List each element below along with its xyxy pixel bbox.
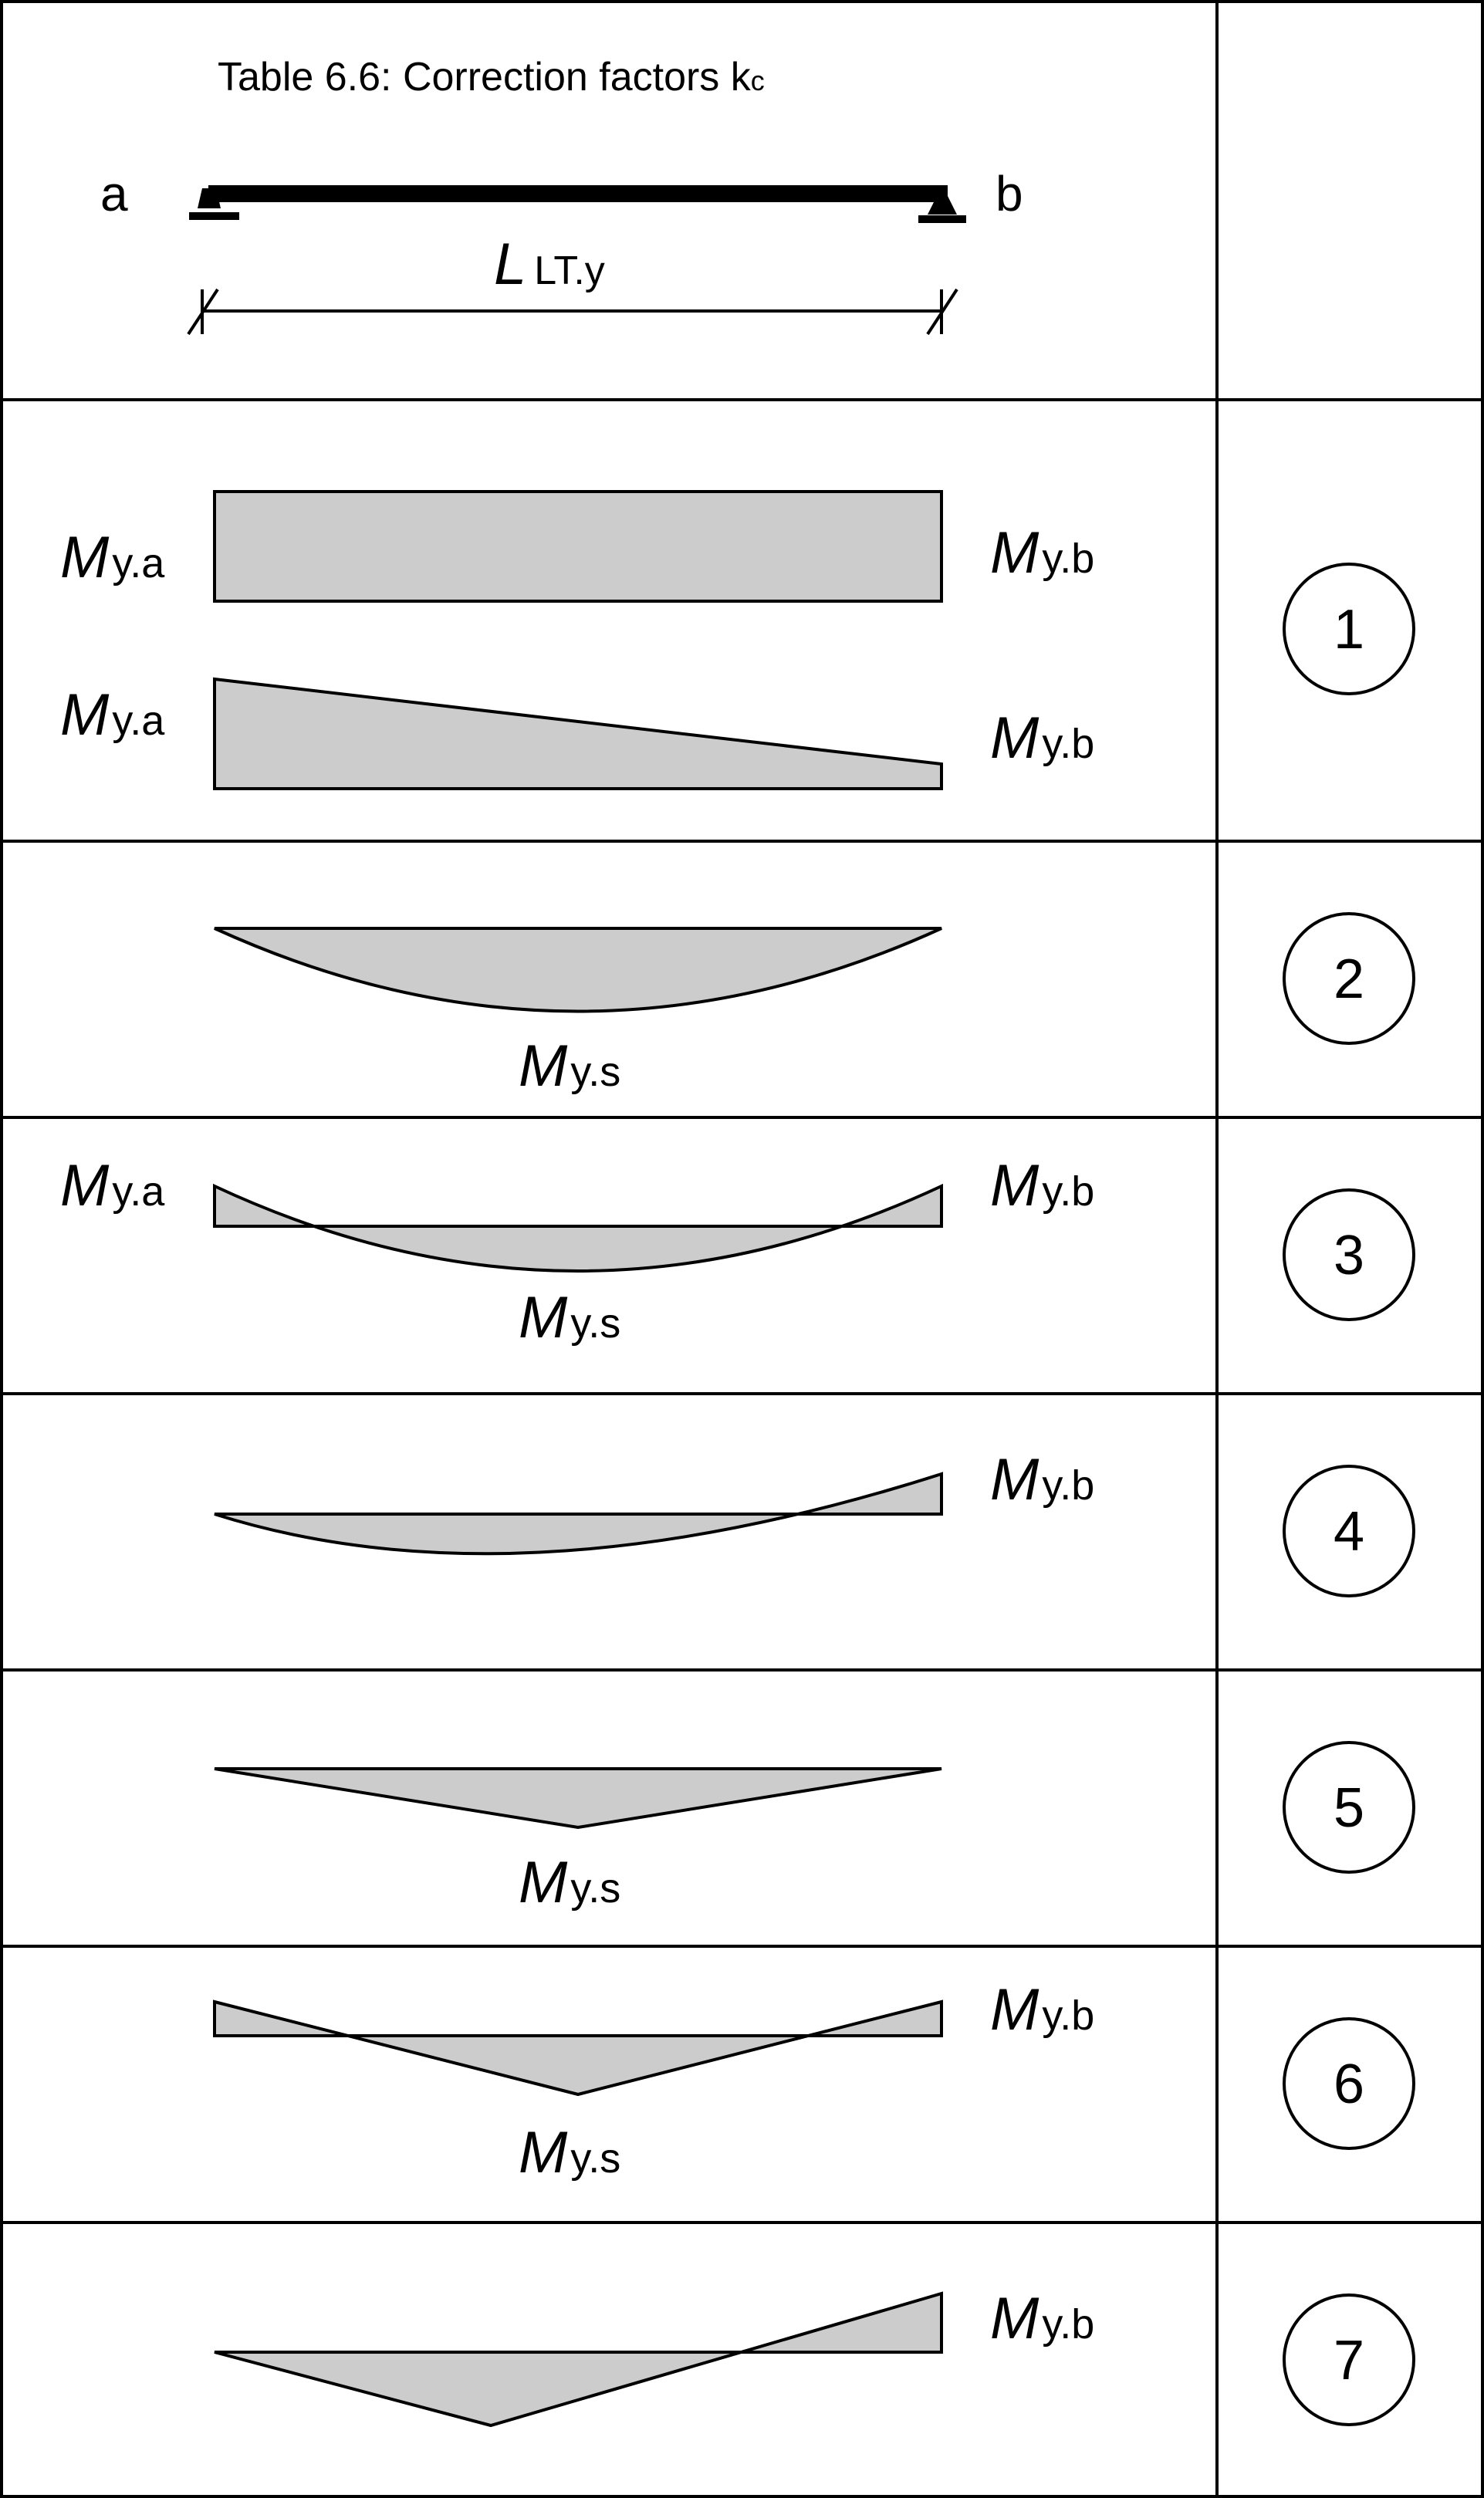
- end-a-label: a: [100, 166, 128, 221]
- moment-label-s: My.s: [519, 1285, 620, 1350]
- case-number: 6: [1334, 2053, 1364, 2115]
- case-4: My.b 4: [214, 1447, 1415, 1597]
- case-6: My.b My.s 6: [213, 1977, 1415, 2185]
- length-label: L LT.y: [494, 232, 605, 297]
- case-3: My.a My.b My.s 3: [60, 1153, 1415, 1350]
- linear-moment-diagram: [214, 2291, 943, 2428]
- moment-label-b: My.b: [990, 705, 1094, 771]
- case-number-circle: [1283, 1188, 1415, 1321]
- case-number-circle: [1283, 2017, 1415, 2150]
- moment-label-s: My.s: [519, 2120, 620, 2185]
- case-2: My.s 2: [214, 912, 1415, 1099]
- parabolic-moment-diagram: [214, 927, 942, 1013]
- case-number: 1: [1334, 599, 1364, 661]
- case-number-circle: [1283, 1741, 1415, 1874]
- case-1: My.a My.b My.a My.b 1: [60, 490, 1415, 790]
- table-title: Table 6.6: Correction factors kc: [218, 55, 765, 100]
- roller-support-b: [928, 185, 957, 215]
- combined-moment-diagram: [213, 1999, 943, 2097]
- moment-label-b: My.b: [990, 520, 1094, 586]
- moment-label-b: My.b: [990, 1153, 1094, 1219]
- uniform-moment-diagram: [213, 490, 943, 603]
- case-number-circle: [1283, 912, 1415, 1045]
- moment-label-s: My.s: [519, 1850, 620, 1915]
- case-number: 2: [1334, 948, 1364, 1010]
- moment-label-b: My.b: [990, 2286, 1094, 2351]
- case-number-circle: [1283, 2293, 1415, 2426]
- moment-label-a: My.a: [60, 1153, 165, 1219]
- end-b-label: b: [996, 166, 1023, 221]
- case-number: 4: [1334, 1501, 1364, 1563]
- case-number: 3: [1334, 1225, 1364, 1286]
- case-number: 5: [1334, 1777, 1364, 1839]
- case-number: 7: [1334, 2330, 1364, 2392]
- pin-support-a: [198, 188, 221, 208]
- parabolic-moment-diagram: [214, 1472, 943, 1556]
- header-beam-sketch: Table 6.6: Correction factors kc a b L LT…: [100, 55, 1023, 336]
- case-7: My.b 7: [214, 2286, 1415, 2428]
- case-number-circle: [1283, 1465, 1415, 1597]
- triangular-moment-diagram: [214, 1767, 942, 1830]
- dimension-tick-b: [926, 288, 958, 336]
- moment-label-b: My.b: [990, 1447, 1094, 1513]
- moment-label-a: My.a: [60, 525, 165, 590]
- linear-moment-diagram: [213, 677, 943, 790]
- dimension-tick-a: [187, 288, 219, 336]
- combined-moment-diagram: [213, 1183, 943, 1273]
- case-5: My.s 5: [214, 1741, 1415, 1915]
- case-number-circle: [1283, 563, 1415, 695]
- moment-label-s: My.s: [519, 1033, 620, 1099]
- moment-label-a: My.a: [60, 682, 165, 748]
- moment-label-b: My.b: [990, 1977, 1094, 2043]
